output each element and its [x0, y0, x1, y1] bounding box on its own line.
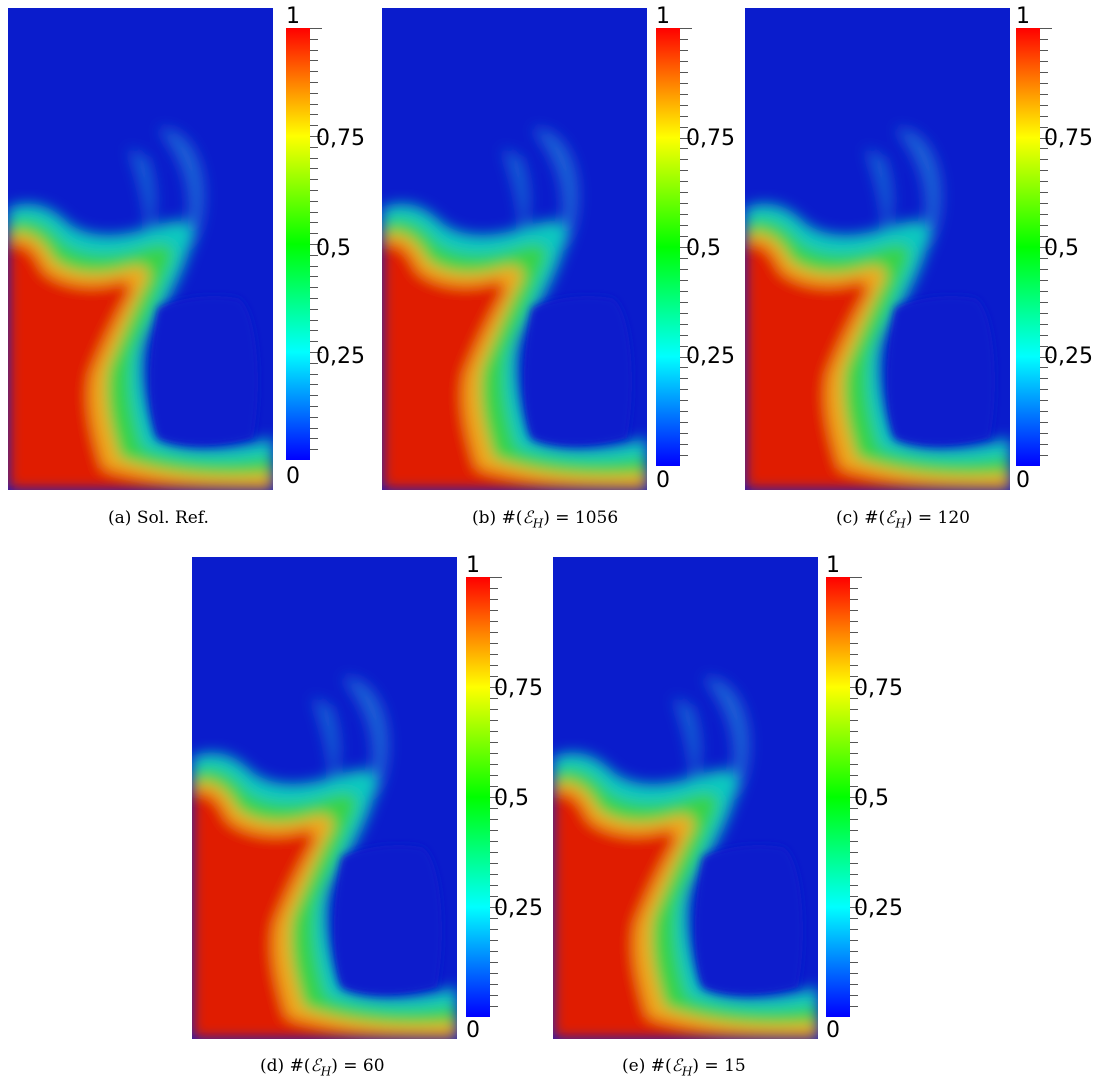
colorbar-label-075: 0,75 [686, 126, 735, 151]
colorbar-ticks [310, 28, 322, 450]
saturation-field-e [553, 557, 818, 1039]
field-plot-a [8, 8, 273, 490]
caption-d: (d) #(ℰH) = 60 [260, 1056, 385, 1079]
colorbar-label-025: 0,25 [854, 896, 903, 921]
colorbar-label-05: 0,5 [316, 236, 351, 261]
colorbar-label-max: 1 [826, 553, 840, 578]
colorbar-label-05: 0,5 [494, 786, 529, 811]
colorbar-gradient [1016, 28, 1040, 466]
colorbar-ticks [490, 577, 502, 1007]
field-plot-b [382, 8, 647, 490]
colorbar-label-025: 0,25 [316, 344, 365, 369]
saturation-field-c [745, 8, 1010, 490]
colorbar-ticks [850, 577, 862, 1007]
colorbar-label-max: 1 [286, 4, 300, 29]
colorbar-label-05: 0,5 [854, 786, 889, 811]
saturation-field-b [382, 8, 647, 490]
colorbar-label-min: 0 [286, 464, 300, 489]
caption-c: (c) #(ℰH) = 120 [836, 508, 970, 531]
colorbar-label-max: 1 [466, 553, 480, 578]
colorbar-ticks [680, 28, 692, 456]
colorbar-label-min: 0 [466, 1018, 480, 1043]
colorbar-gradient [286, 28, 310, 460]
colorbar-label-min: 0 [826, 1018, 840, 1043]
colorbar-label-075: 0,75 [316, 126, 365, 151]
colorbar-label-025: 0,25 [686, 344, 735, 369]
colorbar-d [466, 577, 502, 1017]
colorbar-label-075: 0,75 [494, 676, 543, 701]
colorbar-ticks [1040, 28, 1052, 456]
colorbar-b [656, 28, 692, 466]
colorbar-label-max: 1 [1016, 4, 1030, 29]
caption-a: (a) Sol. Ref. [108, 508, 209, 528]
field-plot-d [192, 557, 457, 1039]
colorbar-label-05: 0,5 [1044, 236, 1079, 261]
colorbar-gradient [656, 28, 680, 466]
colorbar-label-min: 0 [1016, 468, 1030, 493]
colorbar-label-min: 0 [656, 468, 670, 493]
field-plot-e [553, 557, 818, 1039]
colorbar-label-075: 0,75 [1044, 126, 1093, 151]
caption-e: (e) #(ℰH) = 15 [622, 1056, 746, 1079]
colorbar-a [286, 28, 322, 460]
colorbar-e [826, 577, 862, 1017]
saturation-field-d [192, 557, 457, 1039]
colorbar-c [1016, 28, 1052, 466]
colorbar-label-025: 0,25 [494, 896, 543, 921]
colorbar-label-075: 0,75 [854, 676, 903, 701]
colorbar-label-max: 1 [656, 4, 670, 29]
colorbar-label-025: 0,25 [1044, 344, 1093, 369]
colorbar-gradient [826, 577, 850, 1017]
caption-b: (b) #(ℰH) = 1056 [472, 508, 619, 531]
field-plot-c [745, 8, 1010, 490]
saturation-field-a [8, 8, 273, 490]
colorbar-gradient [466, 577, 490, 1017]
colorbar-label-05: 0,5 [686, 236, 721, 261]
